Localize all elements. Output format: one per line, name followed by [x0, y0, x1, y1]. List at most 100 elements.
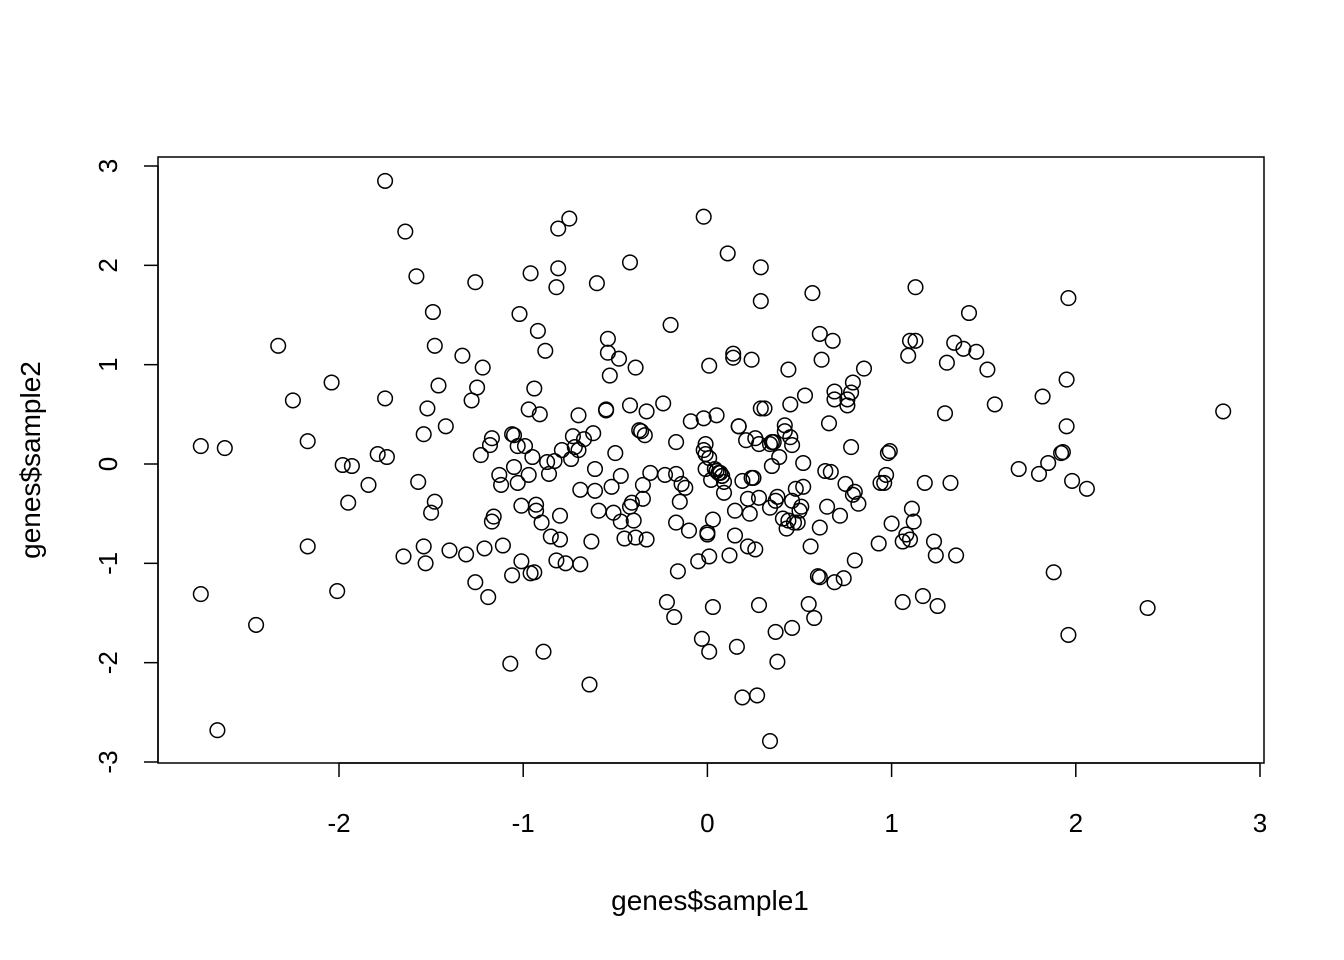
data-point [697, 446, 714, 463]
data-point [586, 460, 604, 478]
x-axis: -2 -1 0 1 2 3 [327, 762, 1267, 838]
data-point [752, 259, 769, 276]
data-point [708, 407, 725, 424]
data-point [369, 446, 386, 463]
data-point [771, 448, 788, 466]
data-point [1058, 371, 1075, 388]
data-point [739, 538, 756, 555]
data-point [636, 427, 653, 444]
data-point [539, 453, 556, 471]
data-point [752, 293, 769, 310]
data-point [599, 344, 616, 361]
data-point [796, 387, 814, 404]
data-point [542, 528, 559, 545]
data-point [323, 374, 340, 391]
data-point [623, 494, 640, 511]
data-point [601, 367, 618, 384]
data-point [872, 474, 889, 491]
data-point [704, 511, 721, 528]
data-point [561, 210, 578, 227]
data-point [1045, 564, 1062, 581]
data-point [811, 569, 828, 586]
data-point [752, 400, 769, 417]
data-point [876, 474, 893, 491]
data-point [513, 497, 530, 514]
data-point [377, 390, 394, 407]
data-point [701, 643, 718, 660]
data-point [802, 538, 819, 555]
data-point [795, 478, 812, 495]
data-point [835, 570, 852, 587]
data-point [599, 330, 616, 347]
data-point [905, 513, 922, 530]
data-point [793, 498, 810, 515]
y-tick-label: -1 [93, 552, 123, 575]
data-point [1064, 472, 1081, 489]
data-point [526, 380, 543, 397]
data-point [787, 480, 804, 497]
data-point [693, 630, 710, 647]
data-point [769, 488, 786, 505]
data-point [826, 391, 843, 408]
data-point [673, 475, 690, 492]
data-point [570, 407, 587, 424]
data-point [843, 439, 860, 456]
data-point [690, 553, 707, 570]
data-point [520, 401, 537, 418]
data-point [844, 486, 861, 503]
data-point [936, 405, 954, 422]
data-point [979, 361, 996, 378]
data-point [1030, 465, 1048, 482]
data-point [548, 279, 565, 296]
data-point [598, 402, 615, 419]
data-point [340, 494, 357, 511]
data-point [666, 608, 683, 626]
data-point [894, 594, 911, 611]
data-point [695, 410, 712, 427]
data-point [811, 519, 828, 536]
data-point [813, 351, 830, 368]
data-point [638, 531, 655, 548]
x-tick-label: -1 [512, 808, 535, 838]
data-point [192, 586, 209, 603]
data-point [548, 552, 565, 569]
data-point [850, 495, 867, 512]
data-point [901, 332, 919, 349]
data-point [378, 448, 395, 466]
data-point [424, 303, 441, 321]
data-point [1010, 460, 1027, 478]
data-point [1060, 290, 1077, 307]
data-point [701, 357, 718, 374]
data-point [480, 589, 497, 606]
data-point [454, 347, 471, 364]
y-tick-label: 1 [93, 357, 123, 371]
data-point [767, 623, 784, 640]
y-tick-label: -3 [93, 750, 123, 773]
data-point [761, 733, 779, 750]
x-tick-label: 0 [700, 808, 714, 838]
data-point [714, 467, 731, 484]
data-point [395, 548, 412, 565]
data-point [625, 512, 642, 529]
data-point [441, 542, 458, 559]
data-point [511, 305, 528, 323]
data-point [586, 482, 604, 499]
data-point [627, 529, 644, 546]
data-point [551, 507, 569, 524]
data-point [603, 478, 620, 495]
data-point [671, 493, 688, 510]
data-point [299, 433, 316, 450]
data-point [656, 466, 674, 483]
data-point [719, 245, 736, 262]
data-point [537, 342, 554, 359]
data-point [743, 351, 760, 368]
data-point [695, 208, 712, 225]
data-point [929, 597, 946, 615]
data-point [408, 268, 425, 285]
data-point [668, 465, 685, 482]
data-point [1078, 480, 1095, 497]
data-point [419, 400, 436, 417]
data-point [474, 359, 491, 376]
data-point [564, 428, 581, 445]
